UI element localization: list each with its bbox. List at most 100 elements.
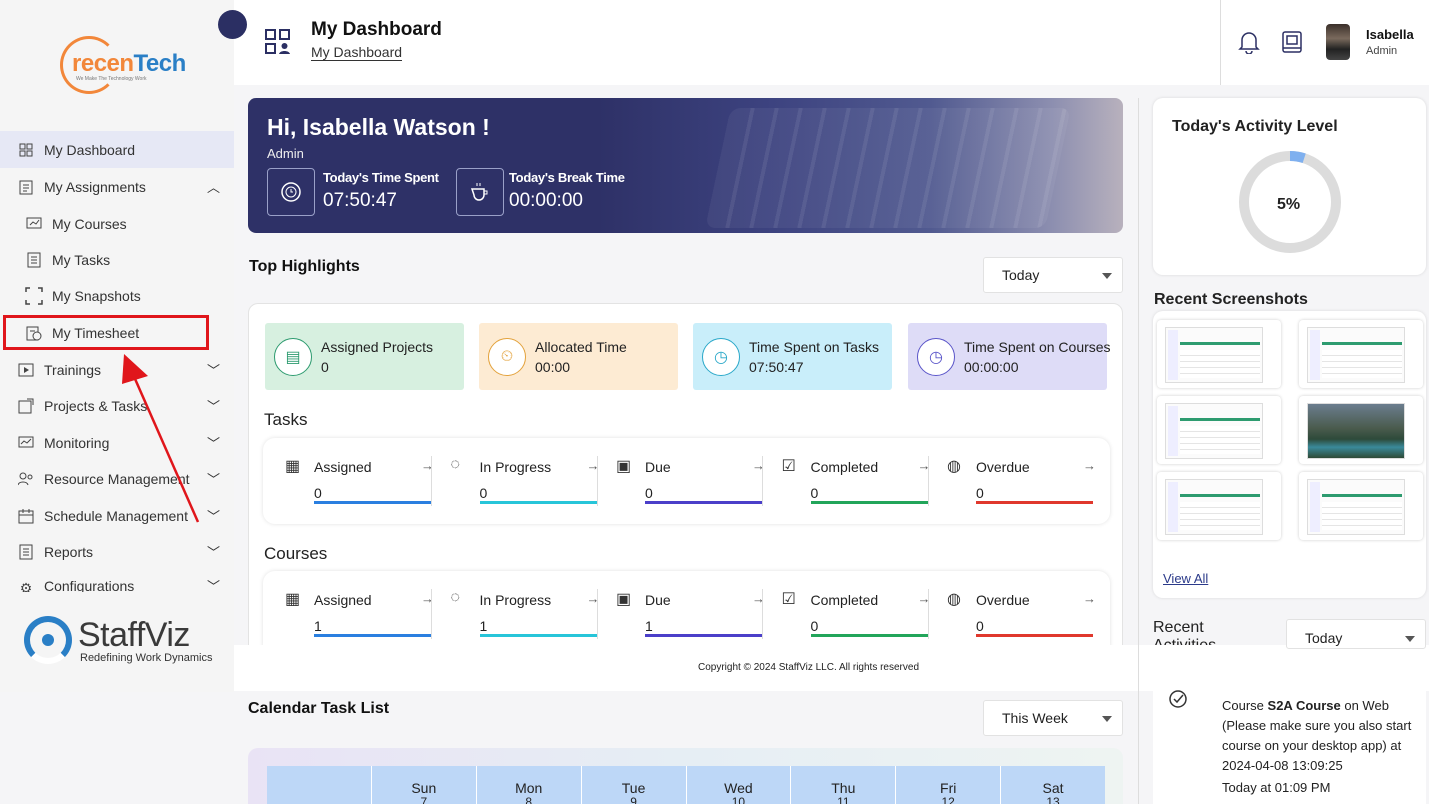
day-date: 7 <box>420 796 428 804</box>
view-all-link[interactable]: View All <box>1163 571 1209 586</box>
sidebar-item-trainings[interactable]: Trainings ﹀ <box>0 351 234 388</box>
sidebar-item-configurations[interactable]: ⚙ Configurations ﹀ <box>0 570 234 592</box>
sidebar-item-projects-tasks[interactable]: Projects & Tasks ﹀ <box>0 387 234 424</box>
tasks-section-title: Tasks <box>264 410 308 429</box>
greeting-role: Admin <box>267 146 304 161</box>
banner-decoration <box>705 108 1071 228</box>
summary-label: Completed <box>810 592 879 608</box>
logo-text-b: Tech <box>133 50 187 77</box>
screenshot-thumbnail[interactable] <box>1299 396 1423 464</box>
summary-value: 0 <box>645 485 653 501</box>
arrow-right-icon[interactable]: → <box>752 591 765 606</box>
summary-color-bar <box>976 634 1093 637</box>
summary-value: 0 <box>810 485 819 501</box>
sidebar-item-monitoring[interactable]: Monitoring ﹀ <box>0 424 234 461</box>
dashboard-grid-icon <box>16 140 36 160</box>
activity-prefix: Course <box>1222 698 1268 713</box>
sidebar-item-schedule-management[interactable]: Schedule Management ﹀ <box>0 497 234 534</box>
tasks-summary-row: ▦ Assigned → 0 ◌ In Progress → 0 ▣ Due → 0 ☑ Complete… <box>263 438 1110 524</box>
top-highlights-title: Top Highlights <box>249 258 360 275</box>
screenshot-thumbnail[interactable] <box>1157 472 1281 540</box>
column-divider <box>431 589 432 639</box>
sidebar-item-reports[interactable]: Reports ﹀ <box>0 533 234 570</box>
arrow-right-icon[interactable]: → <box>1083 458 1096 473</box>
sidebar-item-my-courses[interactable]: My Courses <box>0 205 234 242</box>
calendar-day-mon: Mon 8 <box>477 766 582 804</box>
sidebar-item-my-timesheet[interactable]: My Timesheet <box>0 314 234 351</box>
stat-allocated-time[interactable]: ⏲ Allocated Time 00:00 <box>479 323 678 390</box>
summary-label: In Progress <box>479 592 552 608</box>
screenshot-thumbnail[interactable] <box>1157 320 1281 388</box>
stat-label: Time Spent on Courses <box>964 339 1111 355</box>
summary-completed[interactable]: ☑ Completed → 0 <box>764 438 931 524</box>
summary-completed[interactable]: ☑ Completed → 0 <box>764 571 931 657</box>
company-logo[interactable]: recenTech We Make The Technology Work <box>60 36 186 96</box>
chevron-up-icon: ︿ <box>206 180 220 195</box>
summary-color-bar <box>479 634 597 637</box>
arrow-right-icon[interactable]: → <box>421 458 434 473</box>
sidebar-item-my-assignments[interactable]: My Assignments ︿ <box>0 168 234 205</box>
arrow-right-icon[interactable]: → <box>586 591 600 606</box>
sidebar-item-my-dashboard[interactable]: My Dashboard <box>0 131 234 168</box>
user-name[interactable]: Isabella <box>1366 27 1414 42</box>
stat-time-spent-tasks[interactable]: ◷ Time Spent on Tasks 07:50:47 <box>693 323 892 390</box>
completed-check-icon: ☑ <box>781 458 796 475</box>
screenshot-thumbnail[interactable] <box>1299 320 1423 388</box>
logo-ring <box>60 36 118 94</box>
arrow-right-icon[interactable]: → <box>421 591 434 606</box>
day-date: 12 <box>941 796 955 804</box>
chevron-down-icon: ﹀ <box>206 509 220 524</box>
summary-overdue[interactable]: ◍ Overdue → 0 <box>929 438 1096 524</box>
book-icon[interactable] <box>1281 31 1303 53</box>
calendar-day-tue: Tue 9 <box>582 766 687 804</box>
avatar[interactable] <box>1326 24 1350 60</box>
arrow-right-icon[interactable]: → <box>586 458 600 473</box>
summary-due[interactable]: ▣ Due → 0 <box>598 438 765 524</box>
day-date: 8 <box>525 796 533 804</box>
activities-period-select[interactable]: Today <box>1286 619 1426 649</box>
calendar-period-select[interactable]: This Week <box>983 700 1123 736</box>
summary-assigned[interactable]: ▦ Assigned → 1 <box>267 571 434 657</box>
summary-assigned[interactable]: ▦ Assigned → 0 <box>267 438 434 524</box>
page-title: My Dashboard <box>311 19 442 40</box>
time-spent-value: 07:50:47 <box>323 190 397 211</box>
dashboard-grid-icon <box>265 29 290 54</box>
arrow-right-icon[interactable]: → <box>1083 591 1096 606</box>
column-divider <box>927 456 929 506</box>
summary-in-progress[interactable]: ◌ In Progress → 0 <box>433 438 600 524</box>
logo-text: recenTech <box>72 50 186 78</box>
activity-title: Today's Activity Level <box>1172 118 1338 135</box>
highlights-period-select[interactable]: Today <box>983 257 1123 293</box>
summary-color-bar <box>645 634 762 637</box>
sidebar-item-my-tasks[interactable]: My Tasks <box>0 241 234 278</box>
logo-tagline: We Make The Technology Work <box>76 76 147 82</box>
summary-color-bar <box>810 501 928 504</box>
summary-in-progress[interactable]: ◌ In Progress → 1 <box>433 571 600 657</box>
sidebar-item-my-snapshots[interactable]: My Snapshots <box>0 277 234 314</box>
overdue-search-icon: ◍ <box>947 458 961 475</box>
chevron-down-icon: ﹀ <box>206 363 220 378</box>
bell-icon[interactable] <box>1238 30 1260 54</box>
panel-divider <box>1138 98 1139 804</box>
summary-overdue[interactable]: ◍ Overdue → 0 <box>929 571 1096 657</box>
arrow-right-icon[interactable]: → <box>752 458 765 473</box>
sidebar-item-resource-management[interactable]: Resource Management ﹀ <box>0 460 234 497</box>
calendar-day-thu: Thu 11 <box>791 766 897 804</box>
summary-due[interactable]: ▣ Due → 1 <box>598 571 765 657</box>
annotation-highlight-box <box>3 315 209 350</box>
summary-value: 0 <box>810 618 819 634</box>
in-progress-check-icon: ◌ <box>450 589 461 606</box>
highlights-card: ▤ Assigned Projects 0 ⏲ Allocated Time 0… <box>248 303 1123 663</box>
stat-time-spent-courses[interactable]: ◷ Time Spent on Courses 00:00:00 <box>908 323 1111 390</box>
day-name: Sun <box>411 780 437 796</box>
sidebar-collapse-button[interactable] <box>218 10 247 39</box>
summary-value: 0 <box>976 618 984 634</box>
breadcrumb[interactable]: My Dashboard <box>311 44 403 61</box>
arrow-right-icon[interactable]: → <box>917 591 931 606</box>
sidebar-item-label: My Dashboard <box>44 141 136 158</box>
arrow-right-icon[interactable]: → <box>917 458 931 473</box>
courses-icon <box>24 214 44 234</box>
screenshot-thumbnail[interactable] <box>1299 472 1423 540</box>
screenshot-thumbnail[interactable] <box>1157 396 1281 464</box>
stat-assigned-projects[interactable]: ▤ Assigned Projects 0 <box>265 323 464 390</box>
